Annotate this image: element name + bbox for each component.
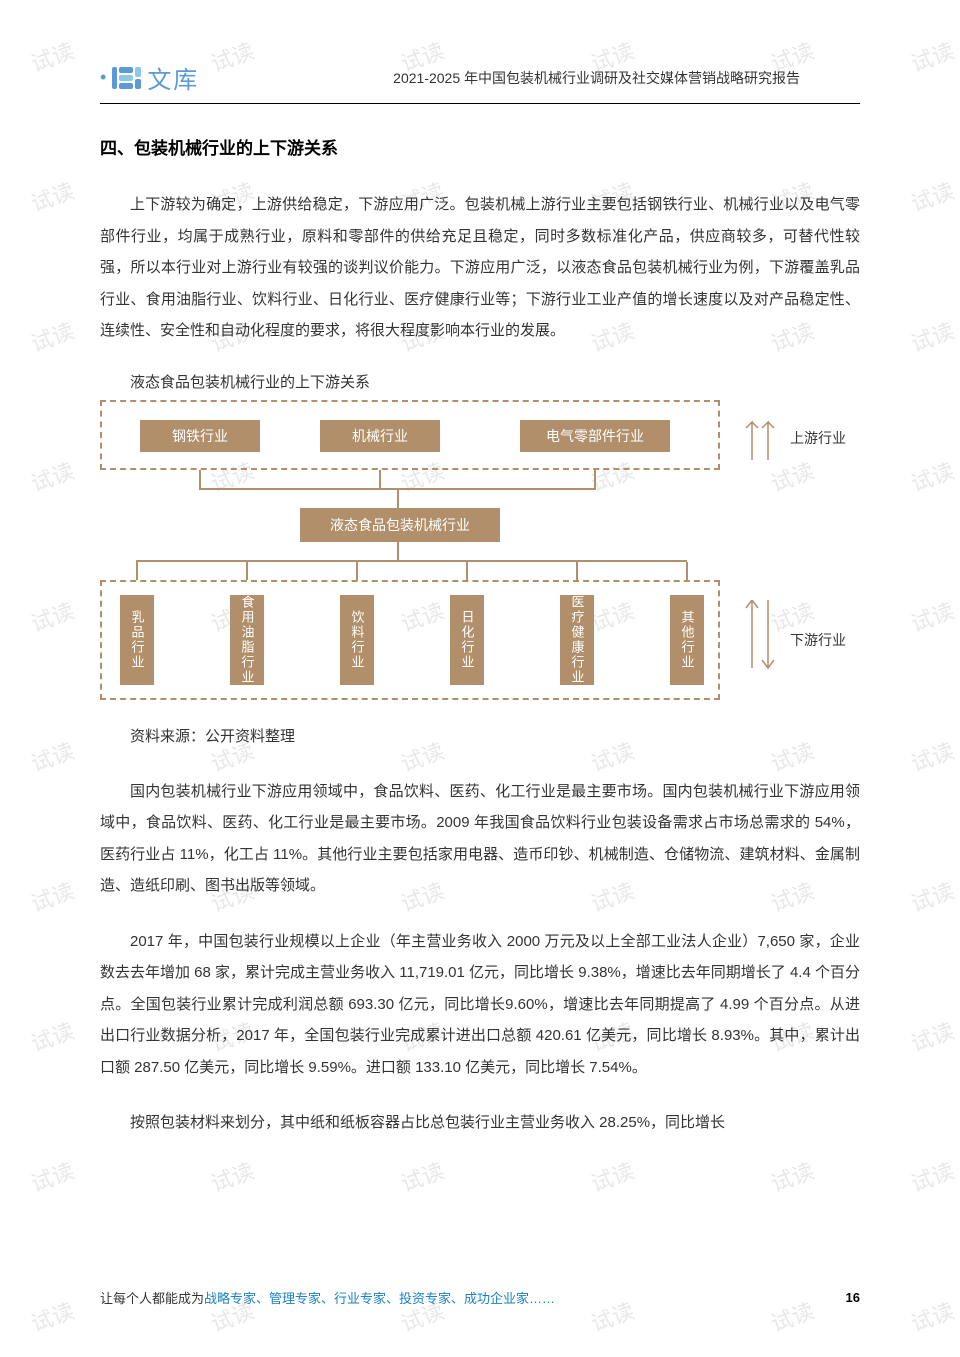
logo: • 文库 (100, 60, 199, 95)
section-heading: 四、包装机械行业的上下游关系 (100, 134, 860, 159)
downstream-node-5: 医疗健康行业 (560, 595, 594, 685)
footer-highlight: 战略专家、管理专家、行业专家、投资专家、成功企业家…… (204, 1288, 555, 1307)
logo-icon (112, 67, 141, 89)
page-header: • 文库 2021-2025 年中国包装机械行业调研及社交媒体营销战略研究报告 (100, 60, 860, 104)
page-footer: 让每个人都能成为 战略专家、管理专家、行业专家、投资专家、成功企业家…… 16 (100, 1288, 860, 1307)
page-number: 16 (846, 1290, 860, 1305)
diagram-caption: 液态食品包装机械行业的上下游关系 (100, 371, 860, 392)
downstream-node-3: 饮料行业 (340, 595, 374, 685)
paragraph-4: 按照包装材料来划分，其中纸和纸板容器占比总包装行业主营业务收入 28.25%，同… (100, 1107, 860, 1139)
paragraph-1: 上下游较为确定，上游供给稳定，下游应用广泛。包装机械上游行业主要包括钢铁行业、机… (100, 189, 860, 347)
downstream-label: 下游行业 (790, 630, 846, 650)
upstream-node-2: 机械行业 (320, 420, 440, 452)
upstream-downstream-diagram: 钢铁行业 机械行业 电气零部件行业 上游行业 液态食品包装机械行业 乳品行业 食… (100, 400, 860, 710)
logo-text: 文库 (147, 60, 199, 95)
downstream-node-4: 日化行业 (450, 595, 484, 685)
arrow-up-icon (740, 410, 780, 460)
arrow-down-icon (740, 600, 780, 680)
paragraph-2: 国内包装机械行业下游应用领域中，食品饮料、医药、化工行业是最主要市场。国内包装机… (100, 776, 860, 902)
source-note: 资料来源：公开资料整理 (100, 725, 860, 746)
upstream-label: 上游行业 (790, 428, 846, 448)
center-node: 液态食品包装机械行业 (300, 508, 500, 542)
upstream-node-3: 电气零部件行业 (520, 420, 670, 452)
downstream-node-2: 食用油脂行业 (230, 595, 264, 685)
upstream-node-1: 钢铁行业 (140, 420, 260, 452)
header-title: 2021-2025 年中国包装机械行业调研及社交媒体营销战略研究报告 (393, 68, 800, 88)
paragraph-3: 2017 年，中国包装行业规模以上企业（年主营业务收入 2000 万元及以上全部… (100, 926, 860, 1084)
downstream-node-1: 乳品行业 (120, 595, 154, 685)
footer-prefix: 让每个人都能成为 (100, 1288, 204, 1307)
downstream-node-6: 其他行业 (670, 595, 704, 685)
